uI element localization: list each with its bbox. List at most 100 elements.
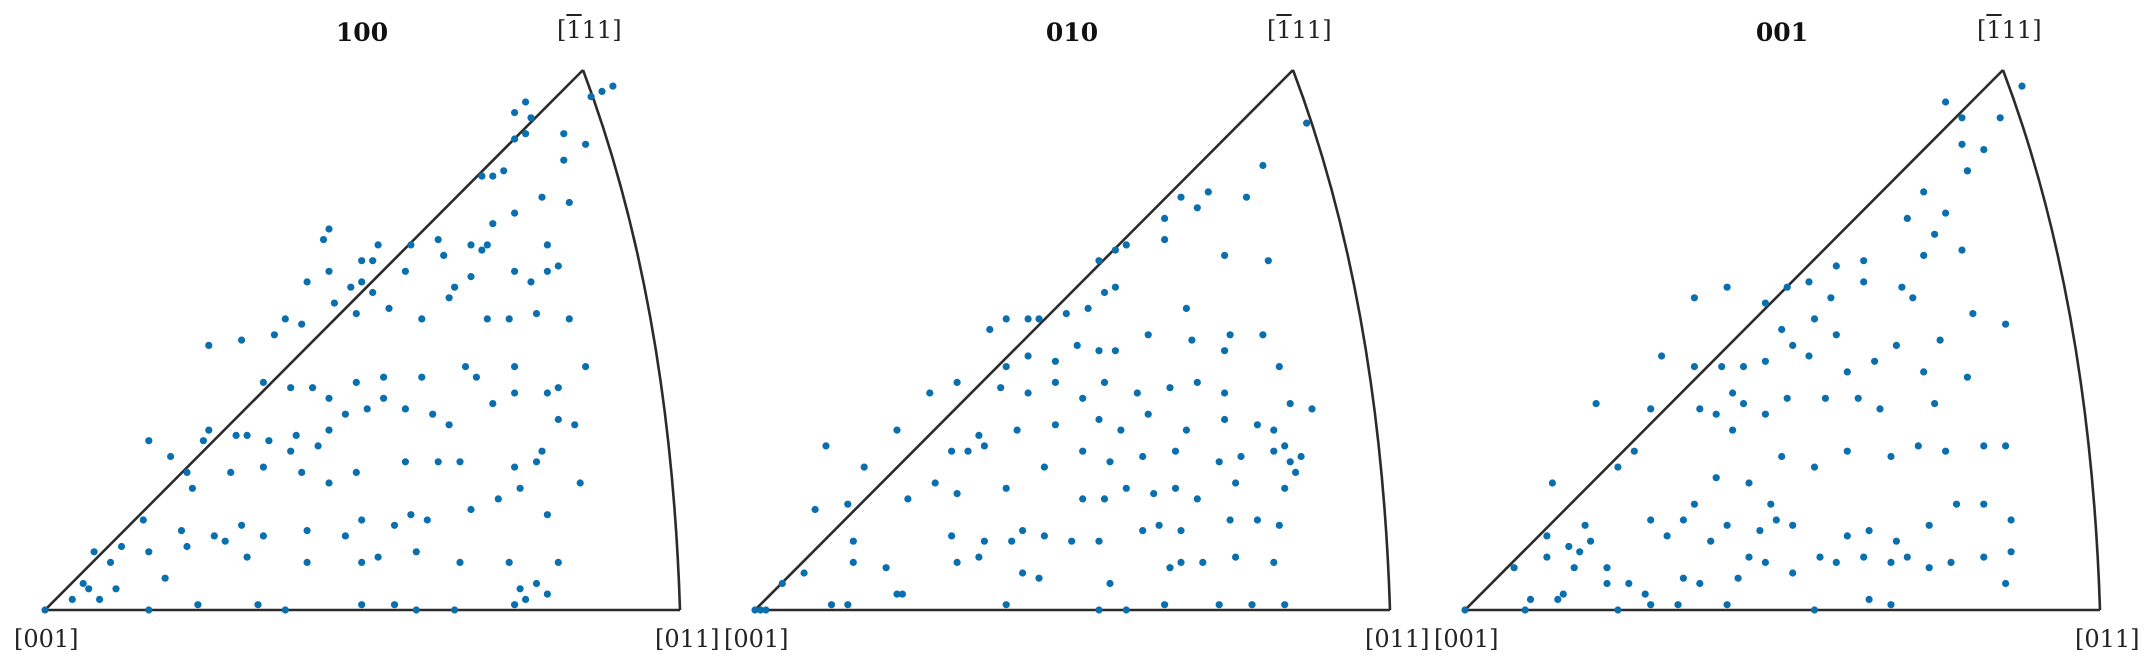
scatter-point	[510, 601, 519, 609]
scatter-point	[1690, 294, 1698, 302]
corner-label-top: [111]	[557, 16, 622, 44]
scatter-point	[418, 315, 426, 323]
scatter-point	[1204, 188, 1212, 196]
scatter-point	[1789, 569, 1797, 577]
scatter-point	[1920, 251, 1928, 259]
scatter-point	[259, 463, 267, 471]
scatter-point	[1761, 410, 1769, 418]
scatter-point	[210, 532, 218, 540]
scatter-point	[456, 458, 464, 466]
scatter-point	[177, 527, 186, 535]
scatter-point	[565, 198, 573, 207]
scatter-point	[423, 516, 431, 524]
scatter-point	[358, 601, 366, 609]
scatter-point	[1554, 595, 1562, 604]
scatter-point	[1002, 363, 1010, 371]
scatter-point	[1625, 579, 1633, 588]
scatter-point	[1843, 368, 1851, 376]
scatter-point	[953, 490, 961, 498]
scatter-point	[1761, 357, 1769, 365]
triangle-curved-edge	[1291, 69, 1392, 611]
scatter-point	[90, 548, 98, 556]
scatter-point	[434, 236, 442, 244]
scatter-point	[522, 130, 530, 138]
ipf-triangle-plot	[1461, 69, 2102, 614]
scatter-point	[898, 590, 906, 598]
scatter-point	[1073, 341, 1081, 349]
scatter-point	[79, 579, 87, 588]
scatter-point	[161, 574, 169, 582]
scatter-point	[1892, 537, 1900, 545]
scatter-point	[1980, 146, 1988, 154]
scatter-point	[538, 193, 546, 201]
scatter-point	[412, 606, 420, 614]
scatter-point	[1739, 363, 1748, 371]
scatter-point	[68, 595, 76, 604]
scatter-point	[1647, 601, 1655, 609]
scatter-point	[238, 336, 246, 344]
scatter-point	[1903, 553, 1911, 561]
scatter-point	[1079, 394, 1087, 402]
scatter-point	[1690, 363, 1698, 371]
scatter-point	[1914, 442, 1922, 450]
scatter-point	[1253, 421, 1261, 429]
scatter-point	[1565, 542, 1573, 551]
scatter-point	[205, 341, 213, 349]
scatter-point	[232, 431, 240, 439]
scatter-point	[1051, 378, 1059, 386]
scatter-point	[1008, 537, 1016, 545]
scatter-point	[1887, 558, 1895, 567]
scatter-point	[1281, 601, 1289, 609]
scatter-point	[1035, 574, 1043, 582]
scatter-point	[582, 140, 590, 148]
scatter-point	[205, 426, 213, 434]
scatter-point	[1810, 463, 1819, 471]
scatter-point	[505, 315, 513, 323]
scatter-point	[1013, 426, 1021, 434]
scatter-point	[451, 606, 459, 614]
scatter-point	[1051, 357, 1059, 365]
scatter-point	[281, 315, 289, 323]
scatter-point	[319, 236, 328, 244]
scatter-point	[811, 505, 819, 514]
scatter-point	[1177, 558, 1185, 567]
scatter-point	[1270, 558, 1278, 567]
scatter-point	[259, 532, 267, 540]
scatter-point	[1188, 336, 1196, 344]
scatter-point	[1996, 114, 2004, 122]
scatter-point	[1144, 331, 1152, 339]
scatter-point	[1810, 315, 1819, 323]
scatter-point	[931, 479, 939, 487]
scatter-point	[472, 373, 480, 381]
scatter-point	[538, 447, 546, 455]
scatter-point	[1734, 574, 1742, 582]
scatter-point	[380, 373, 388, 381]
scatter-point	[1925, 564, 1933, 572]
scatter-point	[117, 542, 126, 551]
scatter-point	[522, 98, 530, 106]
scatter-point	[510, 267, 519, 275]
scatter-point	[1570, 564, 1578, 572]
scatter-point	[2007, 548, 2015, 556]
scatter-point	[96, 595, 104, 604]
scatter-point	[1281, 442, 1289, 450]
scatter-point	[1843, 447, 1851, 455]
scatter-point	[532, 579, 541, 588]
scatter-point	[1789, 521, 1797, 529]
scatter-point	[1887, 452, 1895, 461]
scatter-point	[1100, 378, 1109, 386]
scatter-point	[1832, 262, 1840, 270]
scatter-point	[1303, 119, 1311, 127]
scatter-point	[2002, 442, 2010, 450]
scatter-point	[1772, 516, 1780, 524]
scatter-point	[434, 458, 442, 466]
scatter-point	[1111, 246, 1119, 254]
scatter-point	[1832, 558, 1840, 567]
scatter-point	[341, 532, 349, 540]
scatter-point	[1969, 310, 1977, 318]
scatter-point	[1663, 532, 1671, 540]
corner-label-top: [111]	[1977, 16, 2042, 44]
scatter-point	[522, 595, 530, 604]
scatter-point	[390, 521, 399, 529]
scatter-point	[303, 558, 311, 567]
